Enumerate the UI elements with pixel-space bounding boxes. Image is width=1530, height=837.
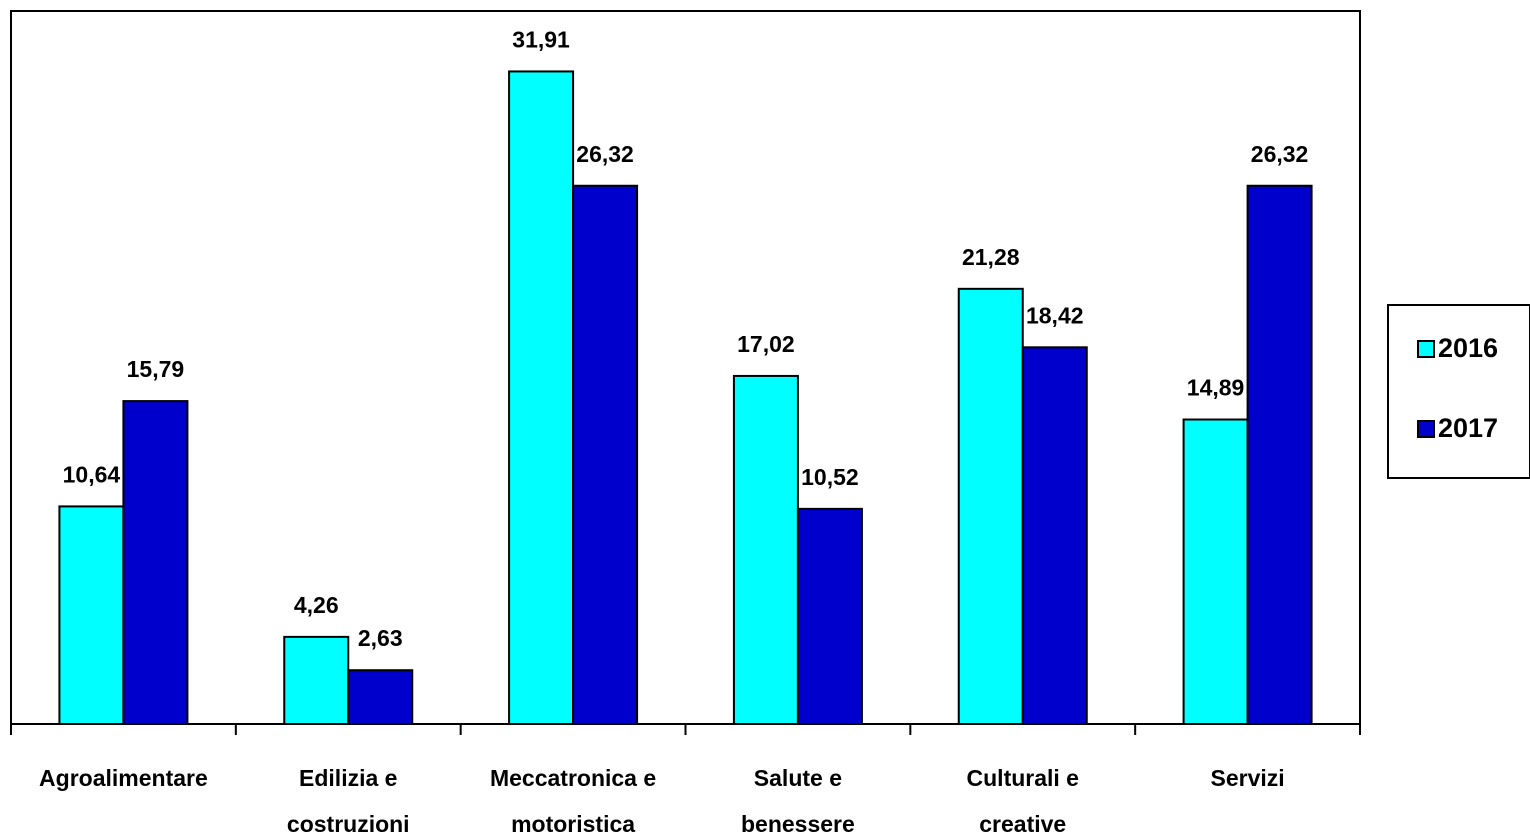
category-label-line: costruzioni xyxy=(287,811,410,837)
category-label-line: Culturali e xyxy=(967,765,1079,791)
category-label-line: Agroalimentare xyxy=(39,765,208,791)
x-axis-ticks xyxy=(10,724,1361,735)
bar-2017-6 xyxy=(1246,184,1313,726)
legend-box xyxy=(1387,304,1530,479)
bar-2016-3 xyxy=(508,70,575,726)
category-label-line: motoristica xyxy=(511,811,635,837)
category-label: Servizi xyxy=(1211,765,1285,791)
bar-2016-5 xyxy=(957,287,1024,725)
data-label: 17,02 xyxy=(737,331,795,357)
data-label: 18,42 xyxy=(1026,302,1084,328)
legend-label-2016: 2016 xyxy=(1438,333,1498,363)
bars-group xyxy=(58,70,1313,726)
data-labels-group: 10,64 4,26 31,91 17,02 21,28 14,89 15,79 2,63 26… xyxy=(63,26,1309,651)
data-label: 10,52 xyxy=(801,464,859,490)
bar-2017-4 xyxy=(796,507,863,725)
data-label: 15,79 xyxy=(127,356,185,382)
data-label: 14,89 xyxy=(1187,374,1245,400)
bar-2016-2 xyxy=(283,635,350,725)
category-label-line: Meccatronica e xyxy=(490,765,656,791)
category-label: Culturali e creative xyxy=(967,765,1079,837)
bar-2016-6 xyxy=(1182,418,1249,725)
category-label: Edilizia e costruzioni xyxy=(287,765,410,837)
category-label: Meccatronica e motoristica xyxy=(490,765,656,837)
bar-2016-4 xyxy=(732,374,799,725)
bar-2017-5 xyxy=(1021,346,1088,725)
category-label-line: Servizi xyxy=(1211,765,1285,791)
data-label: 21,28 xyxy=(962,244,1020,270)
category-label-line: creative xyxy=(979,811,1066,837)
bar-2017-3 xyxy=(572,184,639,726)
bar-2017-2 xyxy=(347,669,414,725)
bar-2016-1 xyxy=(58,505,125,725)
bar-2017-1 xyxy=(122,400,189,725)
legend-swatch-2017 xyxy=(1417,420,1435,438)
legend: 2016 2017 xyxy=(1387,304,1530,479)
data-label: 31,91 xyxy=(512,26,570,52)
category-label-line: benessere xyxy=(741,811,855,837)
category-label-line: Salute e xyxy=(754,765,842,791)
data-label: 10,64 xyxy=(63,461,121,487)
data-label: 26,32 xyxy=(1251,141,1309,167)
data-label: 26,32 xyxy=(576,141,634,167)
plot-area-border xyxy=(10,10,1361,725)
legend-label-2017: 2017 xyxy=(1438,413,1498,443)
category-label: Agroalimentare xyxy=(39,765,208,791)
legend-swatch-2016 xyxy=(1417,340,1435,358)
data-label: 4,26 xyxy=(294,592,339,618)
data-label: 2,63 xyxy=(358,625,403,651)
category-labels-group: Agroalimentare Edilizia e costruzioni Mecca… xyxy=(39,765,1285,837)
category-label: Salute e benessere xyxy=(741,765,855,837)
category-label-line: Edilizia e xyxy=(299,765,397,791)
